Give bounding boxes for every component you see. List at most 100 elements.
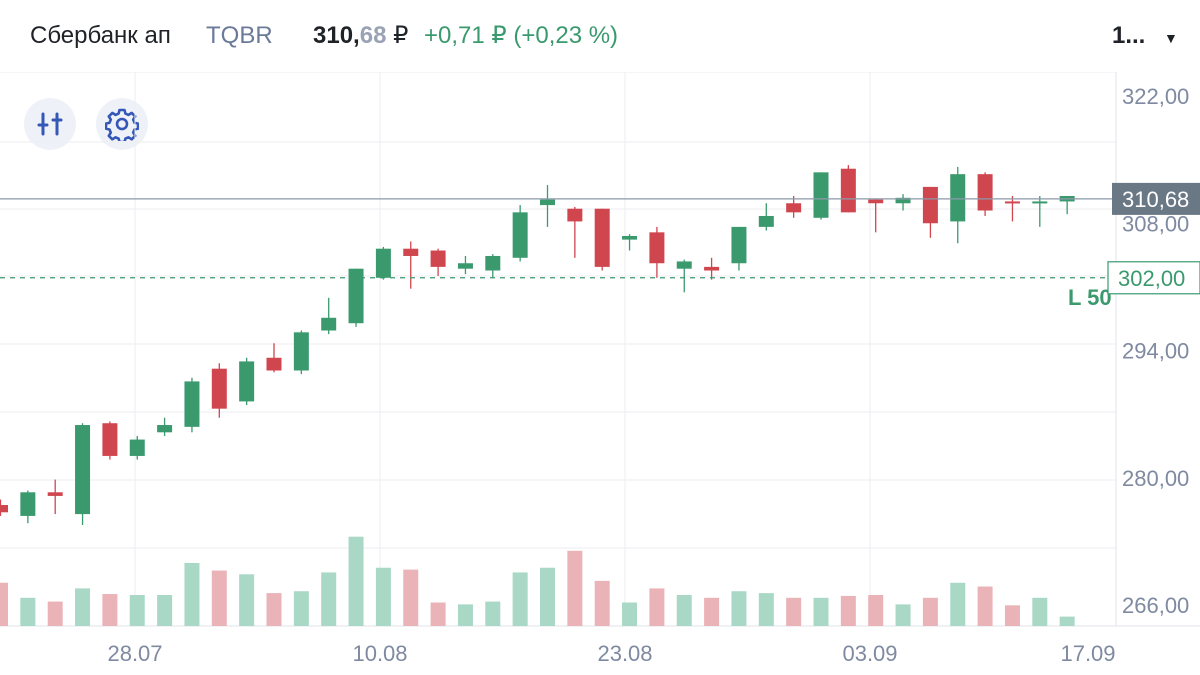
volume-bar xyxy=(20,597,36,626)
candle-body xyxy=(512,212,528,258)
candle-body xyxy=(321,317,337,331)
y-tick-label: 308,00 xyxy=(1122,211,1189,236)
volume-bar xyxy=(211,570,227,626)
candle-body xyxy=(184,381,200,427)
candle-body xyxy=(157,425,173,433)
candle-body xyxy=(895,197,911,204)
volume-bar xyxy=(977,586,993,626)
y-tick-label: 294,00 xyxy=(1122,339,1189,364)
candle-body xyxy=(102,423,118,456)
volume-bar xyxy=(1059,616,1075,626)
volume-bar xyxy=(239,574,255,626)
volume-bar xyxy=(813,597,829,626)
volume-bar xyxy=(157,594,173,626)
limit-price-tag xyxy=(1107,261,1200,295)
candle-body xyxy=(813,172,829,218)
x-tick-label: 17.09 xyxy=(1060,641,1115,666)
volume-bar xyxy=(375,567,391,626)
price-integer: 310, xyxy=(313,22,360,49)
indicators-button[interactable] xyxy=(24,98,76,150)
candle-body xyxy=(977,174,993,211)
x-tick-label: 03.09 xyxy=(842,641,897,666)
chart-grid xyxy=(0,72,1200,627)
current-price: 310,68 ₽ xyxy=(313,20,408,52)
time-axis[interactable]: 28.07 10.08 23.08 03.09 17.09 xyxy=(107,641,1115,666)
volume-bar xyxy=(403,569,419,626)
volume-bar xyxy=(485,601,501,626)
candle-body xyxy=(840,168,856,213)
volume-bar xyxy=(950,582,966,626)
currency-sign: ₽ xyxy=(393,22,409,49)
y-tick-label: 280,00 xyxy=(1122,466,1189,491)
volume-bar xyxy=(1032,597,1048,626)
volume-bar xyxy=(348,536,364,626)
candle-body xyxy=(567,208,583,222)
interval-selector[interactable]: 1... xyxy=(1112,22,1146,49)
volume-bar xyxy=(321,572,337,626)
price-candles xyxy=(0,165,1075,526)
candle-body xyxy=(649,232,665,264)
price-lines: L 50 xyxy=(0,198,1116,310)
candle-body xyxy=(950,174,966,222)
volume-bar xyxy=(758,593,774,626)
candle-body xyxy=(786,203,802,213)
volume-bar xyxy=(457,604,473,626)
candle-body xyxy=(704,266,720,271)
volume-bar xyxy=(102,594,118,626)
candle-body xyxy=(731,226,747,264)
sliders-icon xyxy=(37,112,63,136)
candle-body xyxy=(75,425,91,515)
candle-body xyxy=(0,505,8,513)
volume-bar xyxy=(676,594,692,626)
candle-body xyxy=(375,248,391,278)
candle-body xyxy=(266,357,282,371)
candle-body xyxy=(239,361,255,402)
volume-bar xyxy=(430,602,446,626)
volume-bar xyxy=(594,580,610,626)
price-axis[interactable]: 322,00 308,00 294,00 280,00 266,00 310,68 302,… xyxy=(1107,84,1200,618)
volume-bar xyxy=(731,591,747,626)
candle-body xyxy=(211,368,227,409)
volume-bar xyxy=(567,550,583,626)
candlestick-chart[interactable]: L 50 322,00 308,00 294,00 280,00 266,00 310,6… xyxy=(0,72,1200,675)
volume-bar xyxy=(0,582,8,626)
candle-body xyxy=(485,255,501,271)
volume-bar xyxy=(704,597,720,626)
volume-bar xyxy=(540,567,555,626)
limit-price-tag-label: 302,00 xyxy=(1118,266,1185,291)
volume-bar xyxy=(895,604,911,626)
candle-body xyxy=(129,439,145,456)
candle-body xyxy=(594,208,610,267)
volume-bar xyxy=(649,588,665,626)
price-change: +0,71 ₽ (+0,23 %) xyxy=(424,22,619,49)
candle-body xyxy=(47,492,63,496)
y-tick-label: 322,00 xyxy=(1122,84,1189,109)
limit-order-label[interactable]: L 50 xyxy=(1068,285,1112,310)
last-price-tag-label: 310,68 xyxy=(1122,187,1189,212)
x-tick-label: 10.08 xyxy=(352,641,407,666)
price-decimals: 68 xyxy=(359,22,387,49)
volume-bar xyxy=(622,602,638,626)
candle-body xyxy=(403,248,419,256)
volume-bar xyxy=(75,588,91,626)
candle-body xyxy=(293,332,309,371)
x-tick-label: 28.07 xyxy=(107,641,162,666)
volume-bar xyxy=(1004,605,1020,626)
volume-bars xyxy=(0,536,1075,626)
candle-body xyxy=(758,215,774,227)
volume-bar xyxy=(868,594,884,626)
instrument-header: Сбербанк ап TQBR 310,68 ₽ +0,71 ₽ (+0,23… xyxy=(0,0,1200,72)
board-code: TQBR xyxy=(206,22,273,49)
candle-body xyxy=(676,261,692,269)
candle-body xyxy=(1004,201,1020,204)
volume-bar xyxy=(840,595,856,626)
candle-body xyxy=(868,199,884,204)
chevron-down-icon[interactable]: ▼ xyxy=(1164,30,1178,46)
ticker-name[interactable]: Сбербанк ап xyxy=(30,22,171,49)
candle-body xyxy=(430,250,446,267)
volume-bar xyxy=(129,594,145,626)
candle-body xyxy=(20,492,36,516)
volume-bar xyxy=(786,597,802,626)
candle-body xyxy=(348,268,364,324)
volume-bar xyxy=(922,597,938,626)
